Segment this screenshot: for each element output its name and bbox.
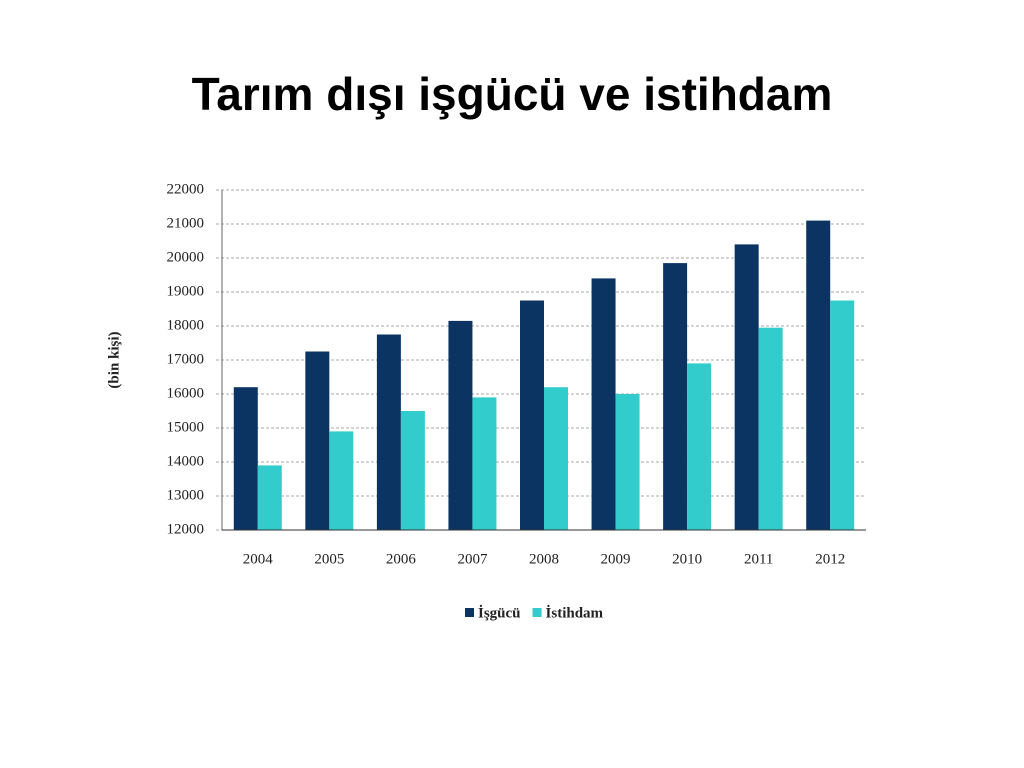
bar — [400, 411, 425, 530]
y-tick-label: 15000 — [167, 419, 205, 435]
y-tick-label: 22000 — [167, 181, 205, 197]
y-tick-label: 12000 — [167, 521, 205, 537]
x-tick-label: 2009 — [601, 551, 631, 567]
bar — [734, 244, 759, 530]
bar — [615, 394, 640, 530]
bar — [830, 300, 855, 530]
y-tick-label: 16000 — [167, 385, 205, 401]
legend-label: İstihdam — [546, 604, 604, 621]
bar — [591, 278, 616, 530]
legend-swatch — [532, 608, 542, 617]
bar — [758, 327, 783, 530]
x-tick-label: 2011 — [744, 551, 773, 567]
x-tick-label: 2005 — [314, 551, 344, 567]
x-tick-label: 2012 — [815, 551, 845, 567]
bar — [663, 263, 688, 530]
y-tick-label: 21000 — [167, 215, 205, 231]
x-tick-label: 2004 — [243, 551, 274, 567]
y-tick-label: 13000 — [167, 487, 205, 503]
legend-label: İşgücü — [478, 604, 521, 621]
bar — [472, 397, 497, 530]
y-axis-label: (bin kişi) — [106, 331, 122, 388]
bar — [376, 334, 401, 530]
x-tick-label: 2006 — [386, 551, 417, 567]
y-tick-label: 14000 — [167, 453, 205, 469]
legend-swatch — [465, 608, 474, 617]
x-tick-label: 2010 — [672, 551, 702, 567]
bar — [305, 351, 330, 530]
x-tick-label: 2008 — [529, 551, 559, 567]
y-tick-label: 19000 — [167, 283, 205, 299]
chart-title: Tarım dışı işgücü ve istihdam — [192, 68, 833, 120]
bar — [329, 431, 354, 530]
bar — [544, 387, 568, 530]
bar — [520, 300, 544, 530]
y-tick-label: 20000 — [167, 249, 205, 265]
bar — [448, 320, 473, 530]
bar — [233, 387, 258, 530]
x-tick-label: 2007 — [457, 551, 488, 567]
bar — [687, 363, 712, 530]
y-tick-label: 17000 — [167, 351, 205, 367]
bar — [257, 465, 282, 530]
y-tick-label: 18000 — [167, 317, 205, 333]
bar — [806, 220, 831, 530]
